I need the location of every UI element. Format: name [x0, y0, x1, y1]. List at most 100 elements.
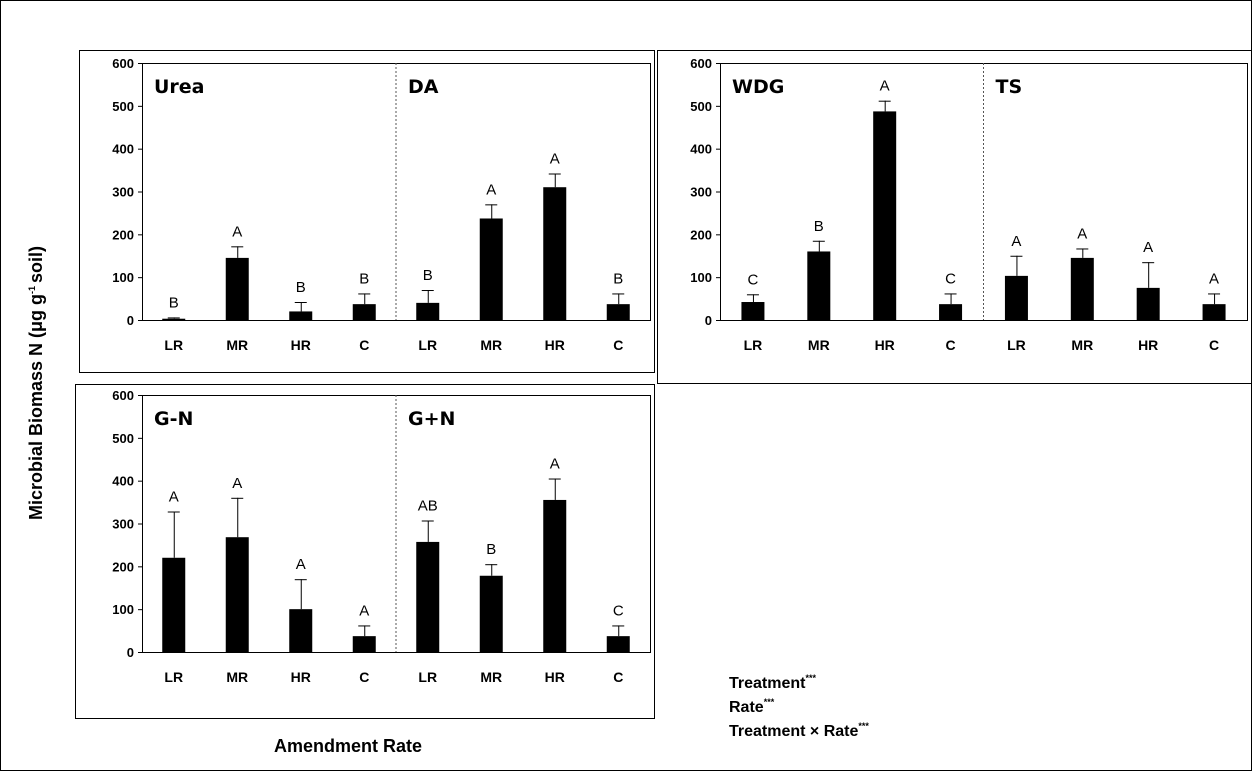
y-tick-label: 300	[690, 185, 712, 200]
y-tick-label: 100	[112, 270, 134, 285]
bar	[1004, 275, 1028, 320]
bar	[225, 257, 249, 320]
x-tick-label: LR	[1007, 337, 1026, 353]
significance-letter: B	[169, 294, 179, 311]
bar	[741, 302, 765, 320]
y-tick-label: 300	[112, 185, 134, 200]
x-tick-label: C	[359, 669, 369, 685]
panel-2: 0 100 200 300 400 500 600 WDG C LR B MR A HR C C TS A LR A M…	[690, 56, 1248, 353]
bar	[939, 304, 963, 320]
bar	[873, 111, 897, 320]
bar	[543, 499, 567, 652]
significance-letter: B	[296, 279, 306, 296]
x-tick-label: MR	[480, 337, 502, 353]
significance-letter: A	[1011, 233, 1021, 250]
significance-letter: A	[550, 456, 560, 473]
x-tick-label: HR	[545, 337, 565, 353]
bar	[162, 557, 186, 652]
significance-letter: B	[423, 267, 433, 284]
group-label: TS	[996, 76, 1023, 98]
group-label: G-N	[154, 408, 193, 430]
x-tick-label: C	[1209, 337, 1219, 353]
x-tick-label: HR	[875, 337, 895, 353]
bar	[416, 541, 440, 652]
y-tick-label: 500	[112, 99, 134, 114]
x-tick-label: MR	[226, 669, 248, 685]
significance-letter: A	[1077, 225, 1087, 242]
significance-letter: C	[613, 602, 624, 619]
y-tick-label: 0	[127, 313, 134, 328]
significance-letter: A	[1143, 239, 1153, 256]
y-tick-label: 200	[112, 227, 134, 242]
bar	[606, 304, 630, 320]
bar	[225, 537, 249, 652]
stats-line: Rate***	[729, 697, 775, 716]
significance-letter: A	[296, 556, 306, 573]
significance-letter: AB	[418, 498, 438, 515]
panel-frame-1	[79, 50, 655, 373]
y-tick-label: 200	[112, 559, 134, 574]
x-tick-label: MR	[1071, 337, 1093, 353]
x-tick-label: C	[613, 337, 623, 353]
bar	[1136, 287, 1160, 320]
x-tick-label: LR	[744, 337, 763, 353]
significance-letter: A	[550, 151, 560, 168]
y-tick-label: 200	[690, 227, 712, 242]
y-tick-label: 400	[112, 474, 134, 489]
significance-letter: A	[486, 181, 496, 198]
significance-letter: B	[359, 270, 369, 287]
group-label: G+N	[408, 408, 455, 430]
bar	[289, 609, 313, 652]
group-label: Urea	[154, 76, 205, 98]
group-label: DA	[408, 76, 439, 98]
x-axis-title: Amendment Rate	[274, 736, 422, 756]
y-tick-label: 600	[112, 56, 134, 71]
panel-frame-3	[75, 384, 655, 719]
panels: 0 100 200 300 400 500 600 Urea B LR A MR B HR B C DA B LR A…	[112, 56, 1248, 685]
y-axis-title: Microbial Biomass N (μg g-1soil)	[26, 246, 46, 520]
y-tick-label: 500	[112, 431, 134, 446]
x-tick-label: HR	[291, 669, 311, 685]
x-tick-label: HR	[545, 669, 565, 685]
x-tick-label: MR	[480, 669, 502, 685]
y-tick-label: 100	[112, 602, 134, 617]
bar	[352, 636, 376, 652]
stats-line: Treatment***	[729, 673, 816, 692]
y-tick-label: 0	[705, 313, 712, 328]
panel-1: 0 100 200 300 400 500 600 Urea B LR A MR B HR B C DA B LR A…	[112, 56, 651, 353]
stats-line: Treatment × Rate***	[729, 721, 869, 740]
stats-legend: Treatment*** Rate*** Treatment × Rate***	[729, 673, 869, 740]
x-tick-label: LR	[164, 669, 183, 685]
x-tick-label: LR	[418, 669, 437, 685]
significance-letter: B	[814, 218, 824, 235]
significance-letter: C	[945, 270, 956, 287]
group-label: WDG	[732, 76, 784, 98]
bar	[289, 311, 313, 320]
significance-letter: A	[232, 223, 242, 240]
y-tick-label: 100	[690, 270, 712, 285]
y-tick-label: 400	[112, 142, 134, 157]
bar	[1070, 257, 1094, 320]
x-tick-label: MR	[808, 337, 830, 353]
x-tick-label: C	[946, 337, 956, 353]
x-tick-label: C	[359, 337, 369, 353]
x-tick-label: C	[613, 669, 623, 685]
x-tick-label: HR	[291, 337, 311, 353]
panel-frame-2	[657, 50, 1252, 384]
y-tick-label: 500	[690, 99, 712, 114]
significance-letter: B	[613, 270, 623, 287]
significance-letter: A	[880, 78, 890, 95]
x-tick-label: HR	[1138, 337, 1158, 353]
significance-letter: A	[169, 489, 179, 506]
bar	[479, 575, 503, 652]
bar	[807, 251, 831, 320]
y-tick-label: 400	[690, 142, 712, 157]
y-tick-label: 300	[112, 517, 134, 532]
bar	[1202, 304, 1226, 320]
y-tick-label: 600	[112, 388, 134, 403]
significance-letter: C	[748, 271, 759, 288]
x-tick-label: LR	[418, 337, 437, 353]
bar	[162, 318, 186, 320]
